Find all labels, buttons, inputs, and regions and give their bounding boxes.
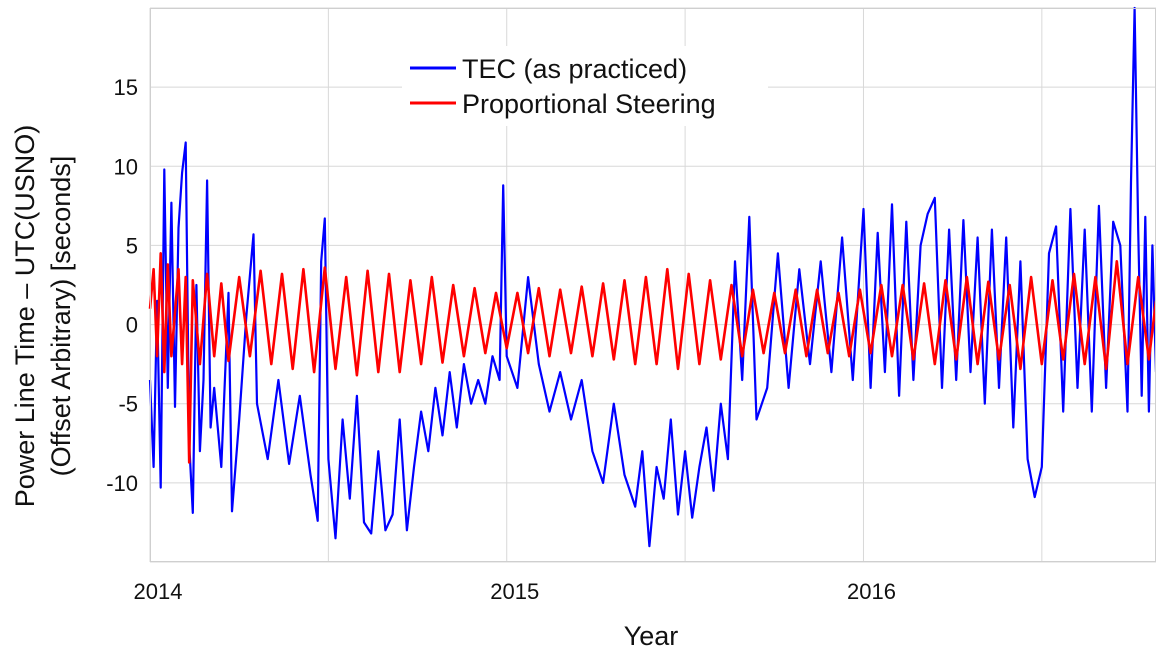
series-line-tec	[148, 6, 1156, 548]
legend: TEC (as practiced) Proportional Steering	[402, 46, 768, 126]
legend-label-proportional: Proportional Steering	[462, 89, 716, 119]
y-axis-title-line-1: Power Line Time – UTC(USNO)	[10, 125, 40, 508]
x-tick-label: 2016	[847, 579, 896, 604]
y-tick-labels: -10 -5 0 5 10 15	[106, 75, 138, 496]
series-line-proportional-steering	[148, 252, 1156, 464]
legend-background	[402, 46, 768, 126]
series-layer	[148, 6, 1156, 548]
x-tick-label: 2014	[134, 579, 183, 604]
y-tick-label: -5	[118, 392, 138, 417]
x-axis-title: Year	[624, 621, 679, 651]
x-tick-label: 2015	[490, 579, 539, 604]
y-tick-label: 0	[126, 313, 138, 338]
y-tick-label: -10	[106, 471, 138, 496]
y-tick-label: 10	[114, 154, 138, 179]
y-tick-label: 15	[114, 75, 138, 100]
legend-label-tec: TEC (as practiced)	[462, 54, 687, 84]
y-tick-label: 5	[126, 233, 138, 258]
y-axis-title-line-2: (Offset Arbitrary) [seconds]	[46, 156, 76, 477]
x-tick-labels: 2014 2015 2016	[134, 579, 896, 604]
